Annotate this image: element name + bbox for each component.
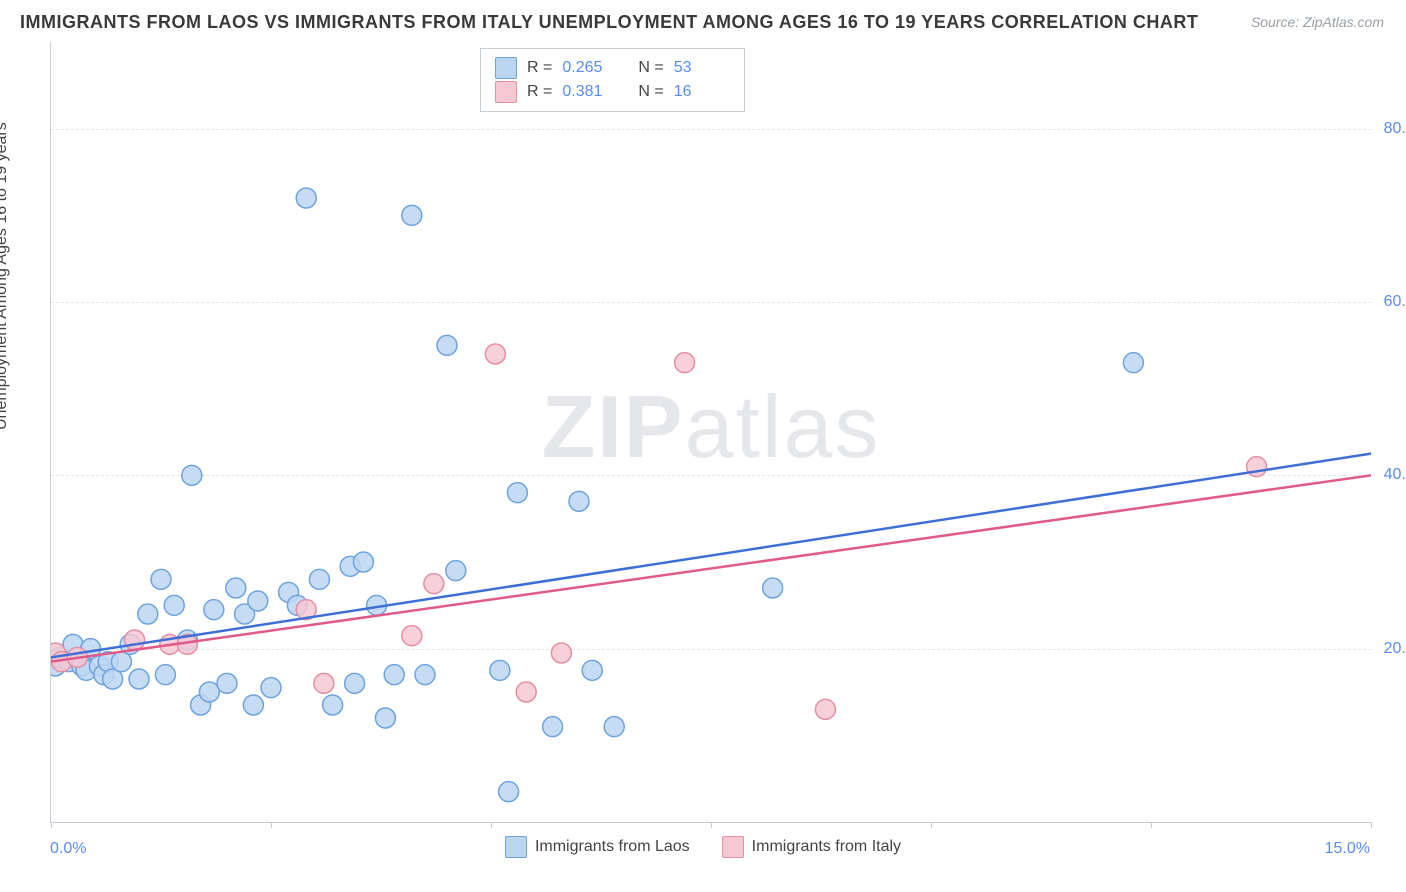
data-point — [815, 699, 835, 719]
source-attribution: Source: ZipAtlas.com — [1251, 14, 1384, 30]
legend-label: Immigrants from Italy — [752, 838, 901, 856]
legend-swatch — [495, 81, 517, 103]
data-point — [490, 660, 510, 680]
legend-item: Immigrants from Laos — [505, 836, 690, 858]
legend-swatch — [495, 57, 517, 79]
data-point — [402, 626, 422, 646]
r-value: 0.265 — [562, 59, 618, 77]
x-tick — [1371, 822, 1372, 828]
y-axis-label: Unemployment Among Ages 16 to 19 years — [0, 122, 11, 430]
data-point — [543, 717, 563, 737]
legend-row: R = 0.265 N = 53 — [495, 57, 730, 79]
data-point — [446, 561, 466, 581]
data-point — [204, 600, 224, 620]
y-tick-label: 60.0% — [1384, 293, 1406, 311]
n-label: N = — [638, 59, 663, 77]
data-point — [507, 483, 527, 503]
data-point — [296, 188, 316, 208]
data-point — [604, 717, 624, 737]
y-tick-label: 20.0% — [1384, 640, 1406, 658]
n-label: N = — [638, 83, 663, 101]
legend-row: R = 0.381 N = 16 — [495, 81, 730, 103]
data-point — [353, 552, 373, 572]
data-point — [375, 708, 395, 728]
data-point — [345, 673, 365, 693]
data-point — [309, 569, 329, 589]
r-label: R = — [527, 59, 552, 77]
data-point — [164, 595, 184, 615]
legend-item: Immigrants from Italy — [722, 836, 901, 858]
data-point — [384, 665, 404, 685]
x-tick — [711, 822, 712, 828]
correlation-legend: R = 0.265 N = 53 R = 0.381 N = 16 — [480, 48, 745, 112]
data-point — [516, 682, 536, 702]
trend-line — [51, 454, 1371, 658]
n-value: 53 — [674, 59, 730, 77]
data-point — [437, 335, 457, 355]
data-point — [261, 678, 281, 698]
data-point — [125, 630, 145, 650]
x-tick — [931, 822, 932, 828]
r-label: R = — [527, 83, 552, 101]
data-point — [248, 591, 268, 611]
x-tick — [491, 822, 492, 828]
data-point — [314, 673, 334, 693]
x-tick — [1151, 822, 1152, 828]
data-point — [569, 491, 589, 511]
plot-area: ZIPatlas 20.0%40.0%60.0%80.0% — [50, 42, 1371, 823]
x-tick — [51, 822, 52, 828]
legend-swatch — [722, 836, 744, 858]
data-point — [243, 695, 263, 715]
r-value: 0.381 — [562, 83, 618, 101]
data-point — [675, 353, 695, 373]
data-point — [485, 344, 505, 364]
data-point — [763, 578, 783, 598]
data-point — [1123, 353, 1143, 373]
legend-label: Immigrants from Laos — [535, 838, 690, 856]
legend-swatch — [505, 836, 527, 858]
scatter-svg — [51, 42, 1371, 822]
data-point — [1247, 457, 1267, 477]
data-point — [402, 205, 422, 225]
x-tick — [271, 822, 272, 828]
data-point — [151, 569, 171, 589]
data-point — [499, 782, 519, 802]
data-point — [551, 643, 571, 663]
data-point — [226, 578, 246, 598]
data-point — [182, 465, 202, 485]
trend-line — [51, 475, 1371, 661]
data-point — [217, 673, 237, 693]
data-point — [415, 665, 435, 685]
series-legend: Immigrants from Laos Immigrants from Ital… — [0, 836, 1406, 863]
chart-title: IMMIGRANTS FROM LAOS VS IMMIGRANTS FROM … — [20, 12, 1198, 33]
data-point — [323, 695, 343, 715]
data-point — [129, 669, 149, 689]
data-point — [424, 574, 444, 594]
y-tick-label: 80.0% — [1384, 120, 1406, 138]
data-point — [582, 660, 602, 680]
n-value: 16 — [674, 83, 730, 101]
data-point — [155, 665, 175, 685]
data-point — [138, 604, 158, 624]
y-tick-label: 40.0% — [1384, 466, 1406, 484]
